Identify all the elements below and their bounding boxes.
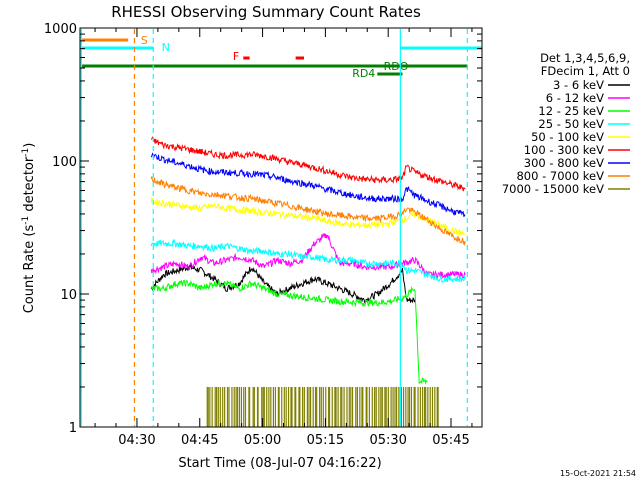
legend-label: 800 - 7000 keV: [516, 169, 604, 183]
plot-frame: [79, 27, 483, 428]
y-axis-title-sup1: -1: [21, 216, 31, 225]
x-tick-label: 05:15: [307, 433, 344, 448]
legend-label: 6 - 12 keV: [546, 91, 604, 105]
legend-label: 100 - 300 keV: [524, 143, 604, 157]
legend-header: Det 1,3,4,5,6,9,: [540, 51, 630, 65]
chart-title: RHESSI Observing Summary Count Rates: [111, 3, 421, 21]
timestamp: 15-Oct-2021 21:54: [560, 469, 636, 478]
series-50-100-kev: [150, 196, 466, 236]
y-axis-title: Count Rate (s-1 detector-1): [21, 143, 37, 314]
annotation-f: F: [233, 50, 239, 63]
annotation-n: N: [162, 41, 170, 54]
series-7000-15000-kev: [206, 386, 439, 427]
event-markers: [80, 29, 468, 426]
y-axis-title-part2: detector: [22, 156, 37, 216]
series-layer: [150, 136, 466, 427]
x-tick-label: 05:00: [244, 433, 281, 448]
series-25-50-kev: [150, 238, 466, 283]
x-axis-ticks: 04:30 04:45 05:00 05:15 05:30 05:45: [94, 28, 473, 448]
legend-label: 300 - 800 keV: [524, 156, 604, 170]
x-axis-title: Start Time (08-Jul-07 04:16:22): [178, 456, 381, 471]
annotation-rd4: RD4: [352, 67, 375, 80]
x-tick-label: 04:30: [118, 433, 155, 448]
x-tick-label: 05:30: [369, 433, 406, 448]
series-12-25-kev: [150, 279, 428, 385]
y-axis-ticks: 1 10 100 1000: [44, 22, 482, 436]
x-tick-label: 05:45: [432, 433, 469, 448]
legend-header: FDecim 1, Att 0: [541, 64, 630, 78]
y-axis-title-part1: Count Rate (s: [22, 225, 37, 314]
legend-label: 3 - 6 keV: [553, 78, 604, 92]
series-300-800-kev: [150, 152, 466, 217]
y-tick-label: 10: [60, 288, 77, 303]
legend-label: 25 - 50 keV: [538, 117, 604, 131]
legend-label: 7000 - 15000 keV: [502, 182, 604, 196]
y-axis-title-part3: ): [22, 143, 37, 148]
annotation-rdo: RDO: [384, 60, 409, 73]
legend: Det 1,3,4,5,6,9,FDecim 1, Att 03 - 6 keV…: [502, 51, 630, 196]
legend-label: 12 - 25 keV: [538, 104, 604, 118]
series-100-300-kev: [150, 136, 466, 192]
series-800-7000-kev: [150, 176, 466, 247]
annotation-s: S: [141, 34, 148, 47]
status-bars: S N F RDO RD4: [82, 34, 482, 80]
x-tick-label: 04:45: [181, 433, 218, 448]
y-tick-label: 1000: [44, 22, 77, 37]
y-axis-title-sup2: -1: [21, 148, 31, 157]
series-6-12-kev: [150, 232, 466, 279]
legend-label: 50 - 100 keV: [531, 130, 604, 144]
y-tick-label: 100: [52, 155, 77, 170]
y-tick-label: 1: [69, 421, 77, 436]
